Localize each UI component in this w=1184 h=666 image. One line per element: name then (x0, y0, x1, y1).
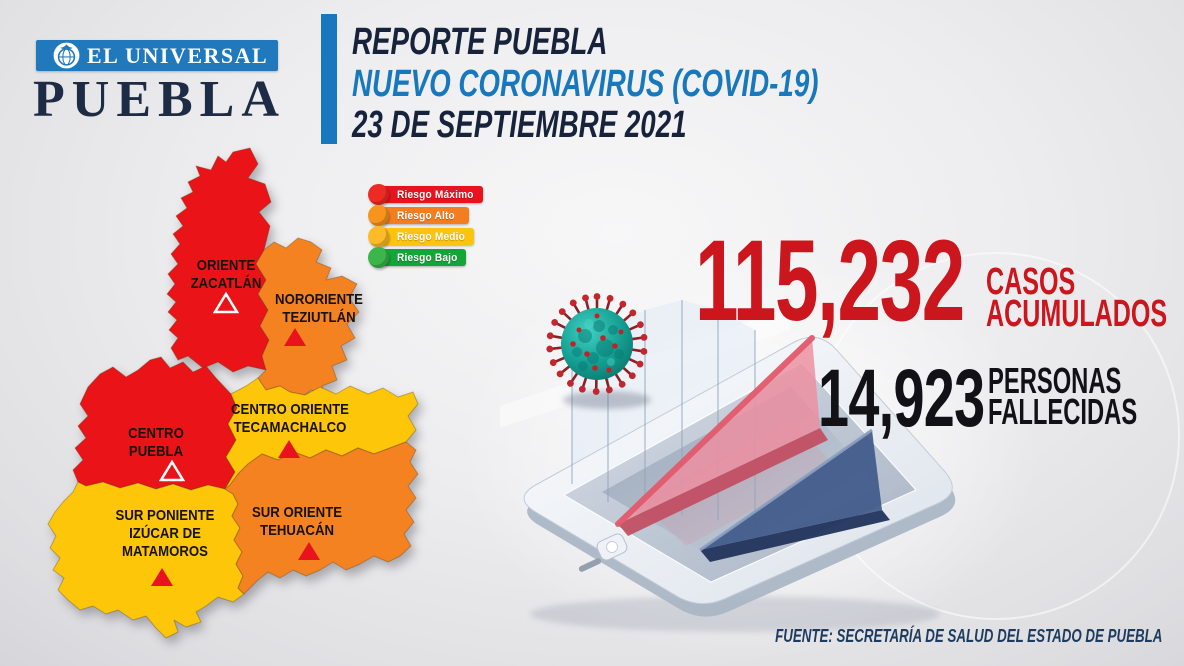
legend-bar-alto: Riesgo Alto (377, 207, 469, 224)
masthead-region: PUEBLA (33, 71, 286, 128)
label-oriente-zacatlan: ORIENTE ZACATLÁN (191, 256, 262, 291)
cases-label: CASOS ACUMULADOS (986, 261, 1168, 336)
svg-text:TEHUACÁN: TEHUACÁN (260, 521, 334, 538)
side-port (578, 558, 602, 572)
deaths-count: 14,923 (818, 353, 985, 444)
legend-bar-maximo: Riesgo Máximo (377, 186, 483, 203)
virus-texture (572, 320, 624, 371)
legend-bar-medio: Riesgo Medio (377, 228, 474, 245)
masthead-title: EL UNIVERSAL (87, 42, 269, 68)
label-sur-poniente: SUR PONIENTE IZÚCAR DE MATAMOROS (116, 506, 215, 559)
el-universal-globe-icon (53, 42, 80, 69)
svg-text:SUR ORIENTE: SUR ORIENTE (252, 503, 342, 520)
risk-marker-zacatlan-triangle-icon (212, 291, 240, 314)
region-oriente-zacatlan (166, 147, 272, 373)
puebla-risk-map: ORIENTE ZACATLÁN NORORIENTE TEZIUTLÁN CE… (47, 147, 419, 639)
tablet-chart-illustration (500, 293, 956, 632)
label-tecamachalco: CENTRO ORIENTE TECAMACHALCO (231, 400, 349, 435)
risk-marker-centro-puebla-triangle-icon (158, 459, 186, 482)
risk-marker-teziutlan-triangle-icon (284, 328, 306, 346)
svg-text:NORORIENTE: NORORIENTE (275, 290, 363, 307)
home-button (596, 533, 628, 561)
legend-dot-medio (368, 226, 389, 247)
region-sur-oriente-tehuacan (224, 441, 419, 595)
masthead: EL UNIVERSAL PUEBLA (33, 40, 286, 128)
chart-wedge-pink (615, 335, 828, 536)
svg-text:CENTRO: CENTRO (128, 424, 184, 441)
label-centro-puebla: CENTRO PUEBLA (128, 424, 184, 459)
svg-text:TECAMACHALCO: TECAMACHALCO (234, 418, 347, 435)
virus-shadow (563, 391, 651, 409)
source-attribution: FUENTE: SECRETARÍA DE SALUD DEL ESTADO D… (774, 626, 1162, 646)
report-subtitle: NUEVO CORONAVIRUS (COVID-19) (352, 63, 819, 105)
tablet-shadow (530, 596, 940, 632)
svg-text:CENTRO ORIENTE: CENTRO ORIENTE (231, 400, 349, 417)
legend-bar-bajo: Riesgo Bajo (377, 249, 466, 266)
legend-dot-maximo (368, 184, 389, 205)
report-title: REPORTE PUEBLA (352, 21, 608, 63)
label-nororiente-teziutlan: NORORIENTE TEZIUTLÁN (275, 290, 363, 325)
report-date: 23 DE SEPTIEMBRE 2021 (352, 104, 687, 146)
svg-text:ZACATLÁN: ZACATLÁN (191, 274, 262, 291)
label-tehuacan: SUR ORIENTE TEHUACÁN (252, 503, 342, 538)
risk-marker-tehuacan-triangle-icon (298, 542, 320, 560)
coronavirus-icon (546, 293, 648, 395)
region-nororiente-teziutlan (255, 237, 360, 396)
virus-highlights (584, 319, 615, 366)
svg-text:PUEBLA: PUEBLA (129, 442, 183, 459)
masthead-banner: EL UNIVERSAL (36, 40, 278, 71)
svg-text:ORIENTE: ORIENTE (197, 256, 256, 273)
svg-text:TEZIUTLÁN: TEZIUTLÁN (282, 308, 355, 325)
virus-dots (570, 313, 624, 373)
legend-dot-bajo (368, 247, 389, 268)
svg-text:SUR PONIENTE: SUR PONIENTE (116, 506, 215, 523)
svg-text:IZÚCAR DE: IZÚCAR DE (129, 523, 201, 541)
risk-marker-tecamachalco-triangle-icon (278, 440, 300, 458)
legend-dot-alto (368, 205, 389, 226)
chart-wedge-blue (699, 428, 890, 562)
deaths-label: PERSONAS FALLECIDAS (988, 360, 1138, 432)
svg-text:MATAMOROS: MATAMOROS (122, 542, 208, 559)
risk-marker-sur-poniente-triangle-icon (151, 568, 173, 586)
region-sur-poniente-izucar (47, 481, 245, 639)
title-accent-bar (321, 14, 337, 144)
cases-count: 115,232 (695, 217, 965, 345)
